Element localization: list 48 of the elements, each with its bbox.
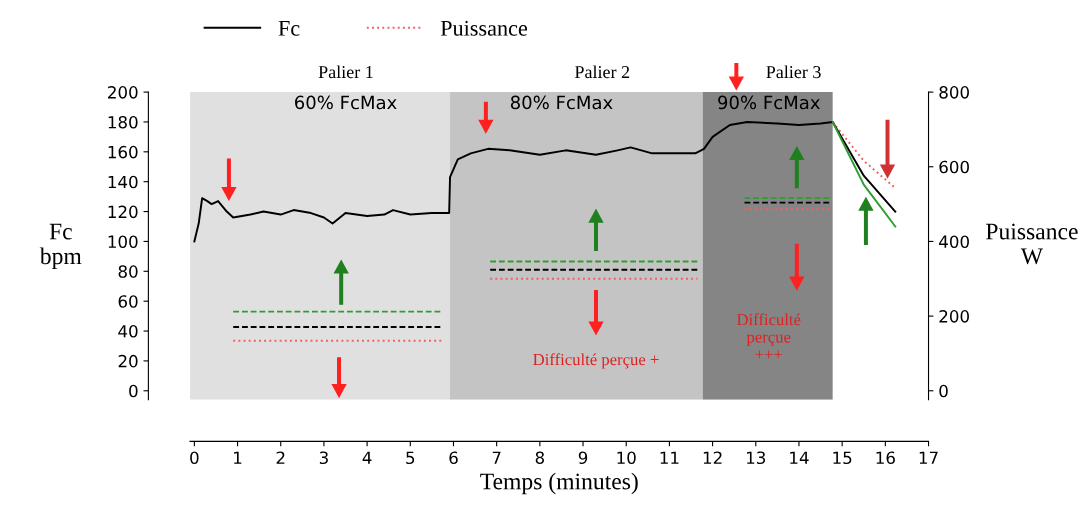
annotation: 80% FcMax [510, 95, 613, 110]
y2-axis-title: Puissance W [986, 223, 1078, 265]
x-tick-label: 3 [319, 451, 328, 465]
x-tick-label: 13 [747, 451, 766, 465]
y-tick-label: 20 [118, 354, 138, 368]
x-axis-title: Temps (minutes) [480, 472, 638, 495]
x-tick-label: 1 [234, 451, 242, 464]
x-tick-label: 12 [703, 451, 722, 464]
legend-label: Puissance [440, 20, 528, 36]
annotation: Difficulté perçue + [533, 353, 659, 369]
band-label: Palier 2 [574, 65, 630, 79]
annotation: 90% FcMax [718, 95, 820, 110]
annotation: 60% FcMax [295, 95, 397, 110]
x-tick-label: 14 [790, 451, 809, 464]
y2-tick-label: 200 [939, 310, 969, 323]
y-tick-label: 120 [108, 205, 138, 219]
x-tick-label: 10 [617, 451, 636, 465]
y-tick-label: 40 [118, 325, 138, 338]
y-tick-label: 140 [108, 175, 138, 189]
x-tick-label: 5 [406, 451, 415, 465]
x-tick-label: 7 [492, 451, 501, 464]
y-tick-label: 0 [129, 384, 138, 398]
x-tick-label: 2 [276, 451, 285, 464]
annotation: Difficulté perçue +++ [736, 313, 801, 359]
y-tick-label: 80 [118, 265, 138, 278]
y-tick-label: 60 [118, 295, 138, 308]
x-tick-label: 0 [190, 451, 199, 465]
x-tick-label: 11 [660, 451, 679, 464]
y2-tick-label: 600 [939, 160, 969, 174]
x-tick-label: 17 [919, 451, 938, 464]
y-tick-label: 200 [108, 86, 138, 99]
band-label: Palier 1 [318, 65, 373, 79]
y-tick-label: 100 [108, 235, 138, 248]
x-tick-label: 8 [535, 451, 545, 465]
band-label: Palier 3 [766, 65, 821, 79]
y2-tick-label: 400 [939, 235, 969, 248]
x-tick-label: 16 [876, 451, 895, 465]
x-tick-label: 9 [578, 451, 588, 465]
x-tick-label: 4 [362, 451, 372, 464]
y2-tick-label: 0 [939, 384, 948, 398]
y2-tick-label: 800 [939, 86, 969, 99]
x-tick-label: 15 [833, 451, 852, 465]
line-series [193, 120, 897, 243]
y-axis-title: Fc bpm [39, 223, 82, 269]
x-tick-label: 6 [449, 451, 458, 465]
y-tick-label: 160 [108, 145, 138, 159]
y-tick-label: 180 [108, 115, 138, 129]
legend-label: Fc [278, 21, 300, 36]
